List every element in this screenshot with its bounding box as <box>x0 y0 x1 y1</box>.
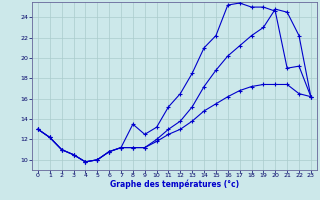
X-axis label: Graphe des températures (°c): Graphe des températures (°c) <box>110 180 239 189</box>
